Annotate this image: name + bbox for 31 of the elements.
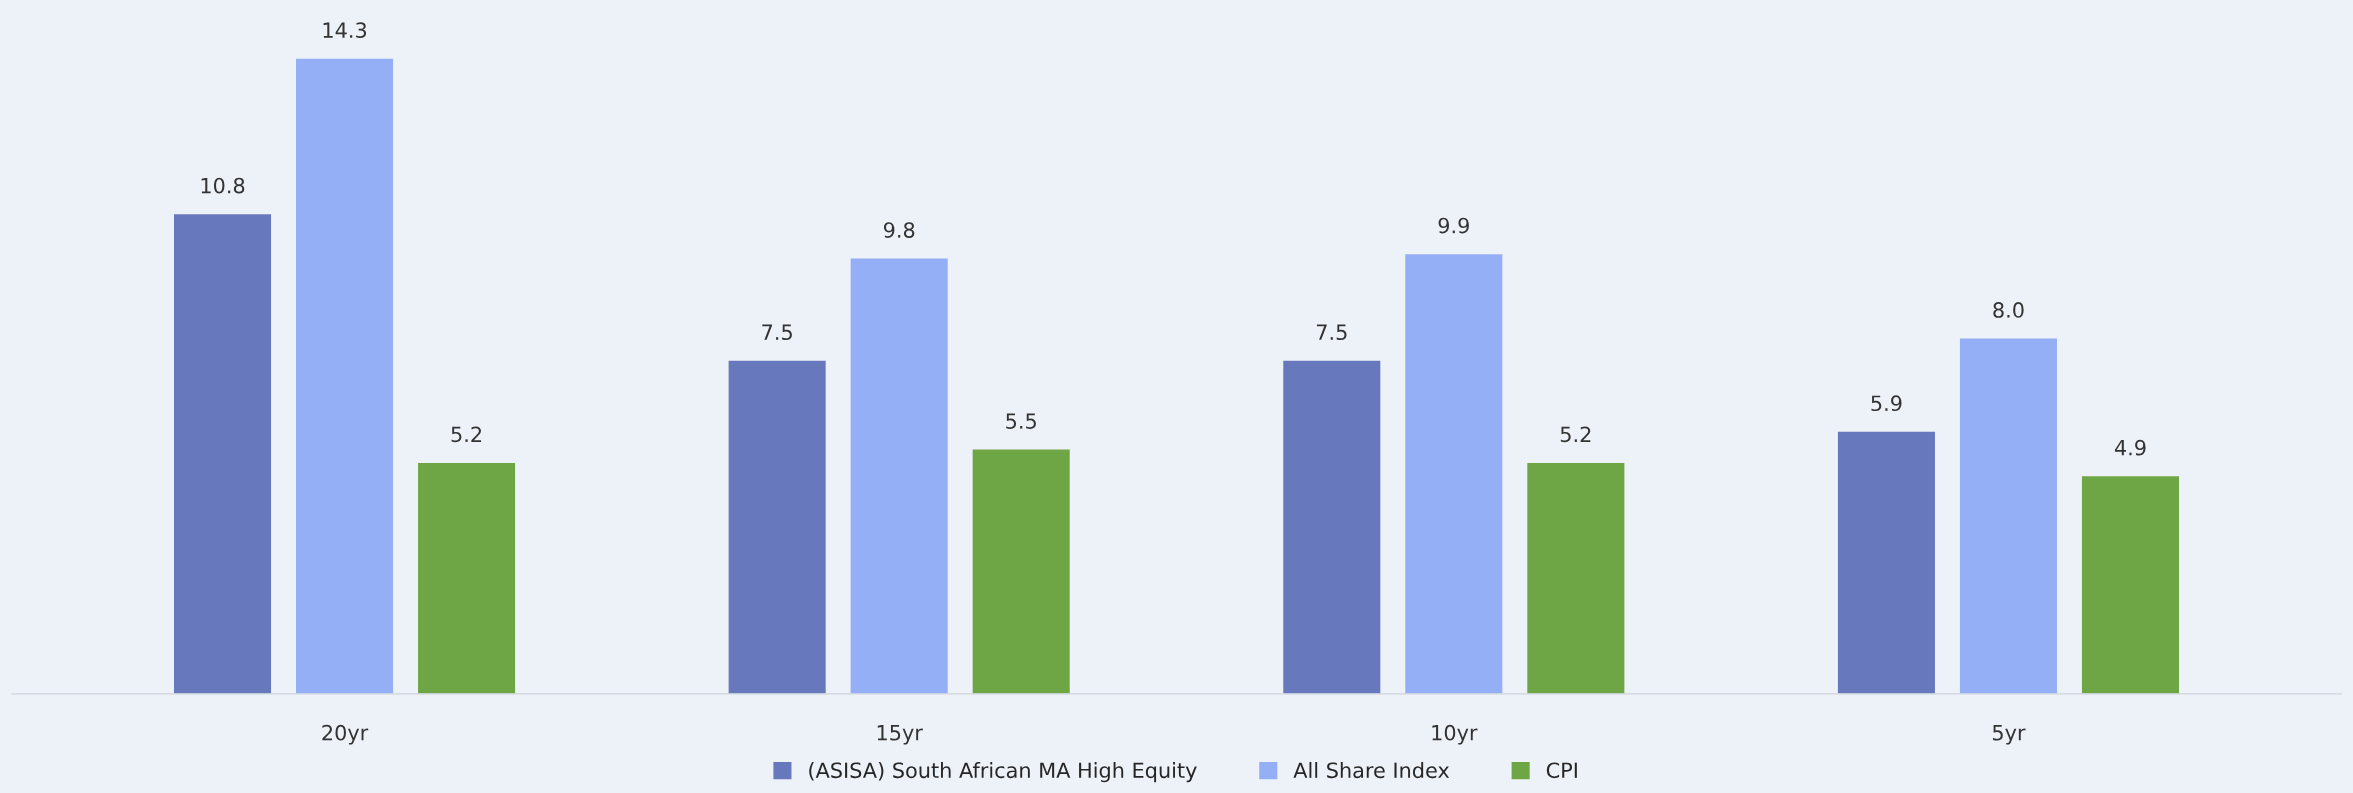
- data-label: 9.9: [1438, 217, 1469, 234]
- bar: [174, 214, 272, 694]
- legend-label: (ASISA) South African MA High Equity: [809, 762, 1197, 783]
- bar: [2081, 476, 2179, 694]
- data-label: 7.5: [762, 324, 792, 341]
- data-label: 10.8: [201, 177, 245, 194]
- x-tick-label: 10yr: [1432, 724, 1478, 745]
- data-label: 8.0: [1993, 302, 2024, 318]
- data-label: 5.5: [1006, 413, 1036, 429]
- data-label: 5.2: [451, 426, 482, 443]
- bar: [1283, 360, 1381, 694]
- bar: [296, 58, 394, 694]
- bar: [418, 462, 516, 694]
- bar: [1959, 338, 2057, 694]
- x-tick-label: 15yr: [877, 725, 923, 745]
- data-label: 5.2: [1560, 426, 1591, 443]
- legend-label: All Share Index: [1293, 762, 1450, 779]
- data-label: 9.8: [883, 222, 915, 238]
- bar: [850, 258, 948, 694]
- data-label: 4.9: [2114, 439, 2146, 456]
- bar: [1405, 254, 1503, 694]
- data-label: 14.3: [323, 22, 367, 39]
- bar: [1527, 462, 1625, 694]
- x-tick-label: 20yr: [322, 724, 369, 745]
- bar: [728, 360, 826, 694]
- bar: [1837, 431, 1935, 694]
- legend-label: CPI: [1546, 762, 1577, 779]
- data-label: 5.9: [1871, 395, 1902, 412]
- x-tick-label: 5yr: [1992, 725, 2026, 745]
- bar: [972, 449, 1070, 694]
- data-label: 7.5: [1316, 324, 1347, 341]
